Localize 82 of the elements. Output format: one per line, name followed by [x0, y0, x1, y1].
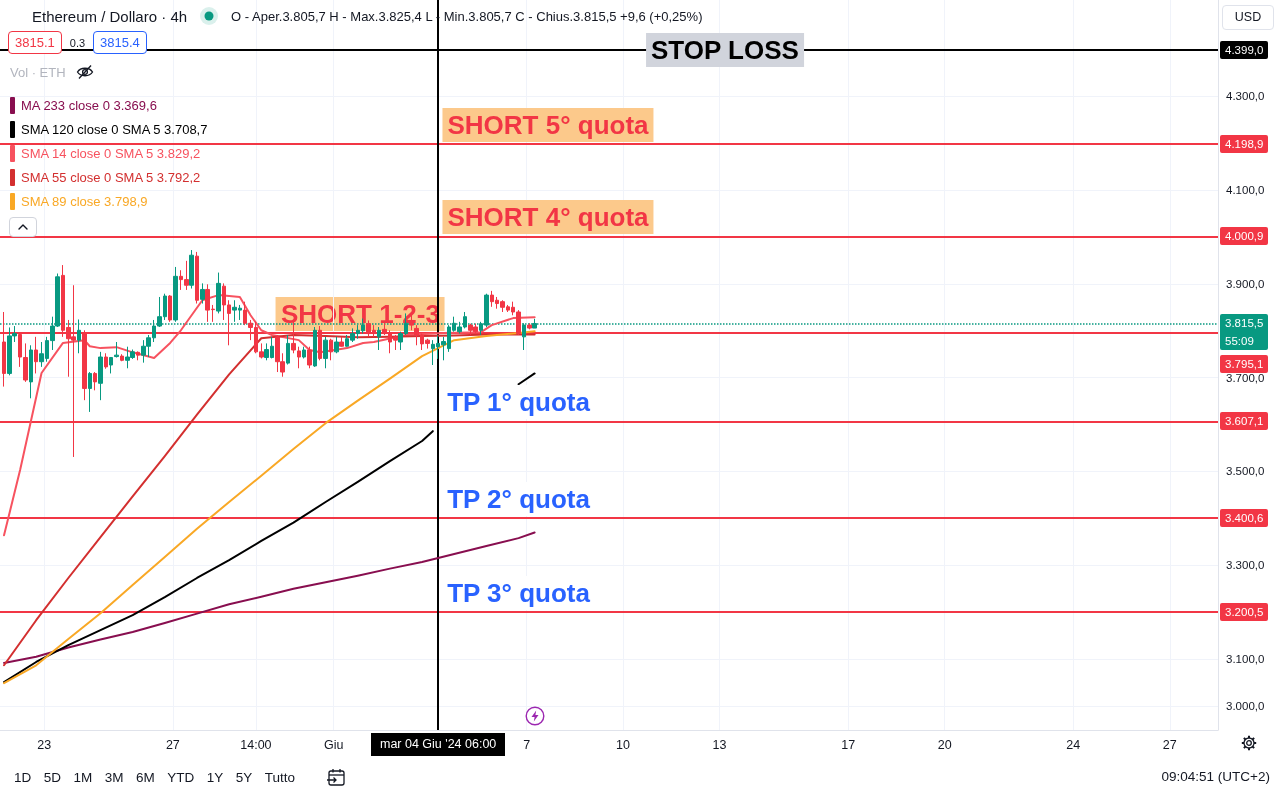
- text: 1Y: [206, 769, 224, 785]
- candlestick: [313, 326, 317, 368]
- text: 1D: [14, 769, 32, 785]
- y-tick-label: 4.100,0: [1226, 184, 1265, 197]
- y-tick-label: 3.000,0: [1226, 700, 1265, 713]
- x-tick-label: Giu: [323, 737, 344, 752]
- legend-label: SMA 55 close 0 SMA 5 3.792,2: [21, 170, 201, 186]
- x-tick-label: 10: [616, 737, 631, 752]
- ref-line-label: 3.200,5: [1225, 605, 1264, 620]
- candlestick: [88, 371, 92, 413]
- annotation: TP 2° quota: [442, 482, 595, 517]
- text: 5D: [43, 769, 62, 785]
- x-tick-label: 20: [937, 737, 952, 752]
- x-tick-label: 24: [1066, 737, 1081, 752]
- legend-label: MA 233 close 0 3.369,6: [21, 98, 157, 114]
- text: USD: [1222, 5, 1274, 30]
- candlestick: [200, 282, 205, 305]
- legend-label: SMA 89 close 3.798,9: [21, 194, 148, 210]
- ref-line-label: 3.607,1: [1225, 414, 1264, 430]
- x-tick-label: 27: [165, 737, 180, 752]
- annotation: 0.3: [69, 36, 86, 49]
- text: YTD: [167, 769, 195, 785]
- candlestick: [29, 344, 33, 399]
- candlestick: [93, 371, 97, 391]
- candlestick: [302, 346, 306, 359]
- ref-line-label: 4.198,9: [1225, 136, 1264, 152]
- candlestick: [527, 322, 532, 330]
- x-tick-label: 13: [712, 737, 727, 752]
- text: 6M: [136, 769, 155, 785]
- ref-line-label: mar 04 Giu '24 06:00: [370, 733, 506, 756]
- annotation: TP 3° quota: [442, 576, 595, 610]
- x-tick-label: 14:00: [240, 737, 272, 752]
- ref-line-label: 4.399,0: [1225, 42, 1264, 58]
- candlestick: [189, 249, 194, 290]
- candlestick: [114, 341, 119, 358]
- y-tick-label: 3.100,0: [1226, 653, 1265, 666]
- candlestick: [136, 350, 140, 361]
- text: 09:04:51 (UTC+2): [1161, 768, 1270, 786]
- candlestick: [98, 351, 103, 401]
- text: 55:09: [1225, 334, 1255, 350]
- y-tick-label: 4.300,0: [1226, 90, 1265, 103]
- y-tick-label: 3.700,0: [1226, 371, 1265, 384]
- legend-label: SMA 120 close 0 SMA 5 3.708,7: [21, 122, 208, 138]
- candlestick: [286, 334, 290, 366]
- y-tick-label: 3.500,0: [1226, 465, 1265, 478]
- y-tick-label: 3.900,0: [1226, 277, 1265, 290]
- candlestick: [329, 338, 333, 361]
- candlestick: [168, 294, 172, 323]
- annotation: STOP LOSS: [645, 32, 804, 67]
- x-tick-label: 17: [841, 737, 856, 752]
- annotation: SHORT 5° quota: [442, 107, 654, 142]
- x-tick-label: 27: [1162, 737, 1177, 752]
- legend-label: SMA 14 close 0 SMA 5 3.829,2: [21, 146, 201, 162]
- text: Ethereum / Dollaro · 4h: [32, 7, 188, 25]
- annotation: TP 1° quota: [442, 385, 595, 420]
- text: 5Y: [235, 769, 253, 785]
- y-tick-label: 3.300,0: [1226, 559, 1265, 572]
- ref-line-label: 3.795,1: [1225, 357, 1264, 373]
- annotation: 3815.4: [93, 31, 147, 54]
- text: 3M: [104, 769, 124, 785]
- annotation: 3815.1: [8, 31, 62, 54]
- candlestick: [377, 326, 381, 351]
- candlestick: [104, 352, 108, 370]
- annotation: SHORT 4° quota: [442, 200, 654, 235]
- ref-line-label: 3.400,6: [1225, 511, 1264, 527]
- candlestick: [334, 336, 339, 354]
- candlestick: [307, 346, 312, 369]
- x-tick-label: 7: [523, 737, 531, 752]
- candlestick: [323, 336, 328, 369]
- candlestick: [339, 336, 344, 348]
- annotation: Vol · ETH: [10, 64, 66, 80]
- candlestick: [216, 272, 221, 314]
- candlestick: [109, 356, 113, 374]
- text: Tutto: [264, 769, 296, 785]
- candlestick: [195, 251, 199, 305]
- text: 1M: [73, 769, 93, 785]
- candlestick: [120, 353, 124, 362]
- text: O - Aper.3.805,7 H - Max.3.825,4 L - Min.3.805,7 C - Chius.3.815,5 +9,6 (+0,25%): [231, 8, 703, 24]
- ref-line-label: 3.815,5: [1225, 316, 1264, 332]
- candlestick: [34, 336, 38, 374]
- ref-line-label: 4.000,9: [1225, 229, 1264, 245]
- x-tick-label: 23: [37, 737, 52, 752]
